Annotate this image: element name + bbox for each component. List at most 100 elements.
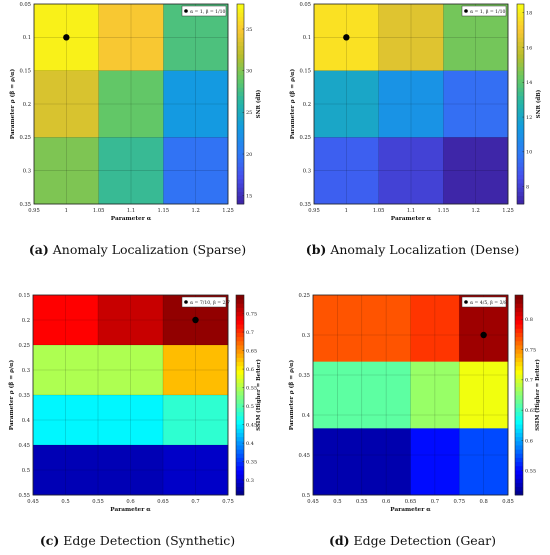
- y-tick-label: 0.2: [23, 102, 31, 108]
- colorbar-swatch: [517, 124, 524, 130]
- colorbar-tick-label: 0.6: [246, 367, 254, 373]
- colorbar-swatch: [517, 66, 524, 72]
- y-tick-label: 0.3: [303, 168, 311, 174]
- colorbar-tick-label: 0.5: [246, 404, 254, 410]
- colorbar-swatch: [517, 145, 524, 151]
- colorbar-swatch: [237, 16, 244, 22]
- heatmap-cell: [378, 137, 444, 205]
- colorbar: 0.55 0.6 0.65 0.7 0.75 0.8 SSIM (Higher = Bett…: [514, 294, 541, 496]
- colorbar-swatch: [515, 403, 523, 408]
- optimum-marker: [343, 34, 350, 41]
- colorbar-swatch: [517, 170, 524, 176]
- heatmap-cell: [163, 395, 229, 446]
- colorbar-swatch: [237, 29, 244, 34]
- legend-box: [181, 296, 227, 308]
- colorbar-swatch: [237, 174, 244, 180]
- colorbar-swatch: [237, 141, 244, 147]
- colorbar-swatch: [515, 307, 523, 313]
- colorbar-swatch: [517, 79, 524, 84]
- y-tick-label: 0.05: [299, 2, 311, 8]
- colorbar-swatch: [237, 37, 244, 42]
- colorbar-swatch: [517, 179, 524, 184]
- y-tick-label: 0.35: [18, 393, 30, 399]
- heatmap-cell: [98, 395, 164, 446]
- colorbar-swatch: [236, 349, 244, 354]
- caption-b: (b) Anomaly Localization (Dense): [305, 242, 520, 257]
- x-tick-label: 1.15: [158, 208, 170, 214]
- colorbar-swatch: [237, 129, 244, 134]
- colorbar-tick-label: 0.75: [525, 347, 536, 353]
- heatmap-cell: [33, 345, 99, 396]
- x-tick-label: 0.8: [480, 499, 488, 505]
- colorbar-swatch: [515, 370, 523, 375]
- colorbar-swatch: [237, 99, 244, 105]
- colorbar-swatch: [237, 83, 244, 88]
- colorbar-swatch: [237, 116, 244, 122]
- y-tick-label: 0.35: [298, 373, 310, 379]
- y-tick-label: 0.1: [303, 35, 311, 41]
- colorbar-tick-label: 8: [526, 184, 529, 190]
- colorbar-swatch: [517, 137, 524, 142]
- x-tick-label: 0.65: [157, 499, 169, 505]
- y-tick-label: 0.15: [18, 293, 30, 299]
- colorbar-swatch: [515, 399, 523, 404]
- colorbar-swatch: [237, 49, 244, 55]
- colorbar-swatch: [237, 87, 244, 92]
- colorbar-swatch: [237, 137, 244, 142]
- colorbar-swatch: [236, 332, 244, 338]
- colorbar-swatch: [517, 20, 524, 26]
- colorbar-swatch: [515, 453, 523, 458]
- heatmap-cell: [313, 361, 363, 429]
- x-tick-label: 0.45: [307, 499, 319, 505]
- y-tick-label: 0.4: [302, 413, 311, 419]
- heatmap-cell: [410, 428, 460, 496]
- legend-box: [461, 5, 507, 17]
- colorbar-swatch: [515, 315, 523, 321]
- colorbar-tick-label: 18: [526, 10, 532, 16]
- x-tick-label: 1.1: [127, 208, 135, 214]
- colorbar-swatch: [515, 378, 523, 383]
- colorbar-swatch: [236, 353, 244, 358]
- colorbar-swatch: [517, 108, 524, 113]
- colorbar-swatch: [236, 486, 244, 492]
- legend-label: α = 4/5, β = 3/8: [470, 300, 507, 306]
- colorbar-swatch: [515, 440, 523, 446]
- colorbar-tick-label: 0.55: [246, 385, 257, 391]
- y-axis-label: Parameter ρ (β = ρ/α): [9, 68, 16, 139]
- colorbar-swatch: [236, 336, 244, 342]
- colorbar-swatch: [236, 311, 244, 317]
- colorbar-label: SSIM (Higher = Better): [534, 359, 541, 431]
- axes-box: [33, 3, 229, 205]
- colorbar-swatch: [515, 299, 523, 304]
- colorbar-swatch: [236, 299, 244, 304]
- colorbar: 15 20 25 30 35 SNR (dB): [236, 3, 262, 205]
- colorbar-swatch: [237, 187, 244, 192]
- colorbar-swatch: [515, 428, 523, 433]
- colorbar-swatch: [517, 158, 524, 163]
- colorbar-tick-label: 10: [526, 150, 532, 156]
- colorbar-swatch: [237, 45, 244, 51]
- colorbar-swatch: [517, 183, 524, 188]
- colorbar-swatch: [515, 395, 523, 400]
- y-tick-label: 0.25: [299, 135, 311, 141]
- colorbar-swatch: [517, 187, 524, 192]
- legend-marker: [184, 9, 188, 13]
- legend-marker: [464, 300, 468, 304]
- colorbar-swatch: [237, 191, 244, 197]
- colorbar-swatch: [515, 407, 523, 413]
- colorbar-swatch: [236, 395, 244, 400]
- colorbar-swatch: [515, 357, 523, 363]
- colorbar-swatch: [517, 149, 524, 155]
- colorbar-swatch: [517, 83, 524, 88]
- colorbar-swatch: [517, 116, 524, 122]
- optimum-marker: [63, 34, 70, 41]
- heatmap-panel-c: 0.45 0.5 0.55 0.6 0.65 0.7 0.750.150.20.250.30…: [8, 293, 262, 513]
- colorbar-swatch: [236, 445, 244, 450]
- colorbar-swatch: [515, 340, 523, 346]
- legend-marker: [184, 300, 188, 304]
- colorbar-swatch: [236, 461, 244, 467]
- colorbar-swatch: [517, 199, 524, 205]
- colorbar-swatch: [515, 478, 523, 483]
- colorbar-swatch: [515, 311, 523, 317]
- heatmap-cell: [34, 70, 99, 138]
